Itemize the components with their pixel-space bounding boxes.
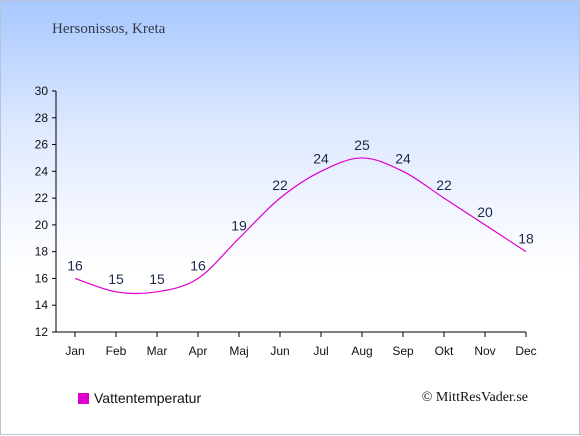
- data-label: 22: [436, 177, 452, 193]
- axes: [55, 91, 526, 333]
- x-tick-label: Mar: [147, 344, 168, 358]
- y-tick-label: 26: [35, 138, 49, 152]
- y-tick-label: 18: [35, 245, 49, 259]
- y-tick-label: 16: [35, 271, 49, 285]
- x-tick-label: Dec: [515, 344, 536, 358]
- data-label: 24: [395, 150, 411, 166]
- legend: Vattentemperatur: [78, 390, 201, 406]
- data-label: 15: [149, 271, 165, 287]
- data-label: 16: [190, 257, 206, 273]
- y-axis-ticks: 12 14 16 18 20 22 24 26 28 30: [35, 84, 56, 339]
- y-tick-label: 24: [35, 164, 49, 178]
- x-tick-label: Aug: [351, 344, 372, 358]
- x-tick-label: Feb: [106, 344, 127, 358]
- data-label: 16: [67, 257, 83, 273]
- legend-swatch: [78, 392, 89, 404]
- y-tick-label: 22: [35, 191, 49, 205]
- x-tick-label: Jun: [270, 344, 289, 358]
- y-tick-label: 14: [35, 298, 49, 312]
- data-label: 25: [354, 137, 370, 153]
- data-labels: 16 15 15 16 19 22 24 25 24 22 20 18: [67, 137, 534, 287]
- x-tick-label: Jul: [313, 344, 328, 358]
- y-tick-label: 20: [35, 218, 49, 232]
- x-tick-label: Okt: [435, 344, 454, 358]
- data-label: 18: [518, 231, 534, 247]
- x-tick-label: Apr: [189, 344, 208, 358]
- data-label: 15: [108, 271, 124, 287]
- series-line: [74, 157, 527, 295]
- x-tick-label: Jan: [65, 344, 84, 358]
- x-tick-label: Nov: [474, 344, 495, 358]
- legend-label: Vattentemperatur: [94, 390, 202, 406]
- y-tick-label: 12: [35, 325, 49, 339]
- y-tick-label: 28: [35, 111, 49, 125]
- source-credit: © MittResVader.se: [421, 390, 528, 405]
- y-tick-label: 30: [35, 84, 49, 98]
- series-water-temperature: [74, 157, 527, 295]
- data-label: 24: [313, 150, 329, 166]
- x-tick-label: Maj: [229, 344, 248, 358]
- data-label: 19: [231, 217, 247, 233]
- data-label: 20: [477, 204, 493, 220]
- x-tick-label: Sep: [392, 344, 414, 358]
- x-axis-ticks: Jan Feb Mar Apr Maj Jun Jul Aug Sep Okt Nov Dec: [65, 332, 537, 358]
- chart-location: Hersonissos, Kreta: [52, 21, 166, 37]
- data-label: 22: [272, 177, 288, 193]
